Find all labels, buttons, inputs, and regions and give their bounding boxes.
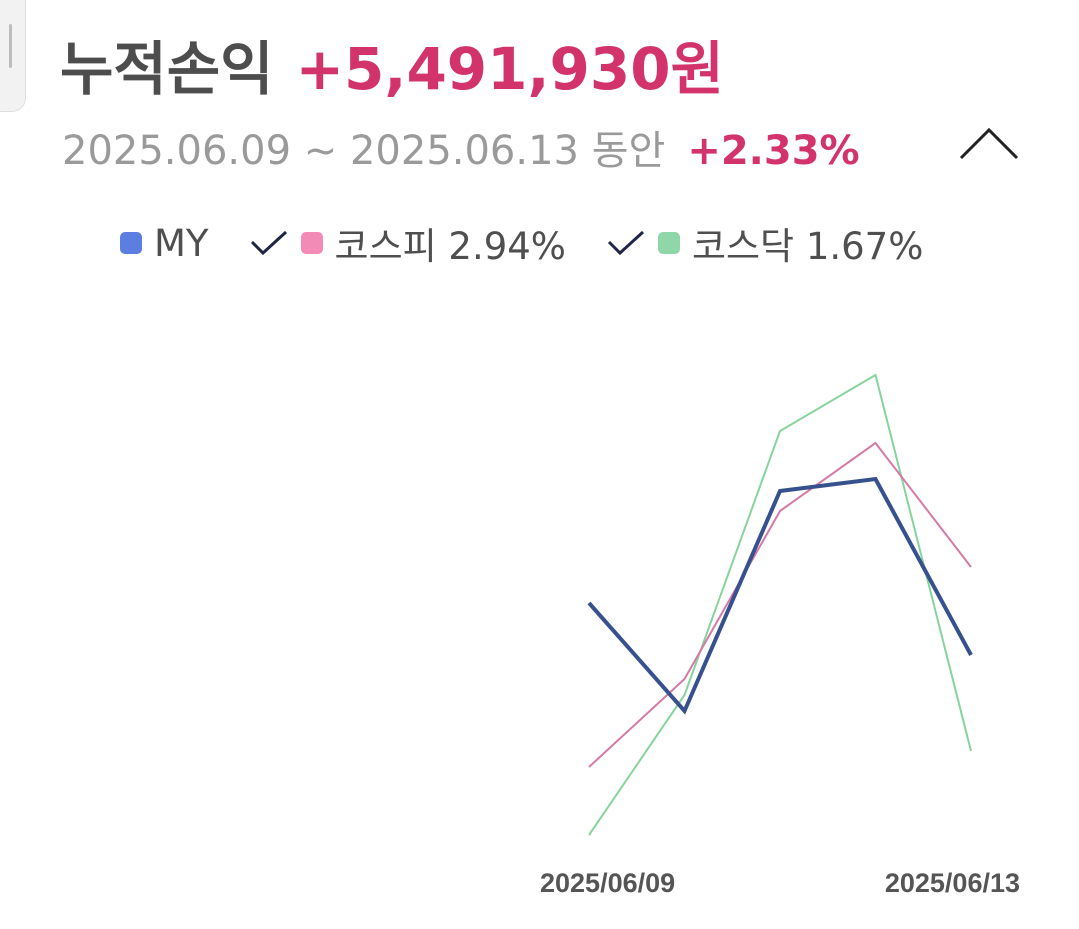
check-icon: [606, 228, 646, 258]
legend-swatch-kospi: [300, 232, 323, 254]
series-line-2: [588, 373, 972, 836]
line-chart: 2025/06/09 2025/06/13: [540, 373, 1020, 898]
legend-swatch-kosdaq: [657, 232, 680, 254]
legend-item-kospi[interactable]: 코스피 2.94%: [209, 216, 566, 270]
series-line-0: [587, 476, 973, 715]
handle-grip: [9, 24, 12, 68]
legend-item-kosdaq[interactable]: 코스닥 1.67%: [566, 216, 923, 270]
chart-legend: MY 코스피 2.94% 코스닥 1.67%: [120, 218, 923, 268]
page-title: 누적손익: [60, 35, 274, 103]
chevron-up-icon: [959, 127, 1019, 160]
chart-x-ticks: 2025/06/09 2025/06/13: [540, 868, 1020, 898]
period-row: 2025.06.09 ~ 2025.06.13 동안 +2.33%: [62, 118, 860, 174]
legend-label-kospi: 코스피 2.94%: [334, 225, 566, 268]
collapse-button[interactable]: [955, 118, 1023, 168]
x-tick-label: 2025/06/13: [885, 868, 1020, 898]
chart-series-layer: [587, 373, 973, 836]
legend-label-kosdaq: 코스닥 1.67%: [691, 225, 924, 268]
period-change-percent: +2.33%: [687, 128, 860, 174]
side-panel-handle[interactable]: [0, 0, 26, 112]
cumulative-profit-amount: +5,491,930원: [295, 35, 724, 103]
x-tick-label: 2025/06/09: [540, 868, 675, 898]
check-icon: [249, 228, 289, 258]
legend-swatch-my: [120, 232, 142, 254]
legend-item-my[interactable]: MY: [120, 222, 209, 265]
period-range: 2025.06.09 ~ 2025.06.13 동안: [62, 128, 666, 174]
legend-label-my: MY: [154, 221, 209, 265]
title-row: 누적손익 +5,491,930원: [60, 22, 724, 103]
